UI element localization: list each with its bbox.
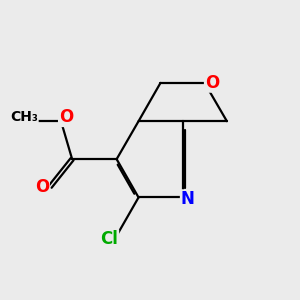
Text: O: O	[205, 74, 219, 92]
Text: N: N	[181, 190, 195, 208]
Text: CH₃: CH₃	[10, 110, 38, 124]
Text: O: O	[59, 108, 73, 126]
Text: O: O	[35, 178, 49, 196]
Text: Cl: Cl	[100, 230, 118, 248]
